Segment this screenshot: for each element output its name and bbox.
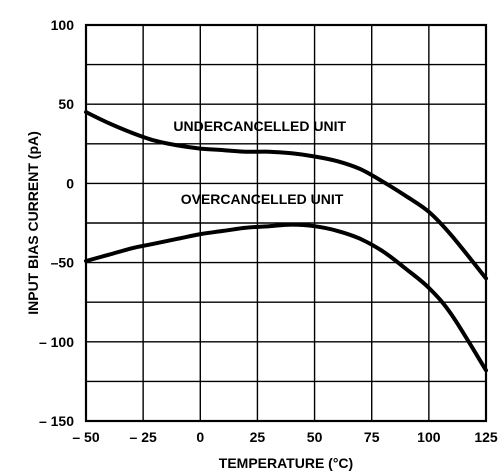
y-tick-label: – 100 xyxy=(39,334,74,350)
x-tick-label: 125 xyxy=(474,429,498,445)
x-tick-label: – 25 xyxy=(130,429,157,445)
series-annotations: UNDERCANCELLED UNIT OVERCANCELLED UNIT xyxy=(173,118,346,207)
tick-labels: – 50 – 25 0 25 50 75 100 125 100 50 0 –50 – 100 – 150 xyxy=(39,17,498,445)
y-tick-label: 50 xyxy=(58,96,74,112)
y-axis-label: INPUT BIAS CURRENT (pA) xyxy=(25,131,41,315)
y-tick-label: 100 xyxy=(51,17,75,33)
plot-frame xyxy=(84,23,488,423)
y-tick-label: –50 xyxy=(51,255,75,271)
annotation-overcancelled-unit: OVERCANCELLED UNIT xyxy=(181,191,344,207)
x-tick-label: – 50 xyxy=(72,429,99,445)
x-tick-label: 100 xyxy=(417,429,441,445)
x-axis-label: TEMPERATURE (°C) xyxy=(219,455,353,471)
y-tick-label: 0 xyxy=(66,175,74,191)
series-line-overcancelled-unit xyxy=(84,222,488,373)
x-tick-label: 50 xyxy=(307,429,323,445)
annotation-undercancelled-unit: UNDERCANCELLED UNIT xyxy=(173,118,346,134)
series-layer xyxy=(84,110,488,373)
series-line-undercancelled-unit xyxy=(84,110,488,281)
x-tick-label: 25 xyxy=(250,429,266,445)
y-tick-label: – 150 xyxy=(39,413,74,429)
x-tick-label: 75 xyxy=(364,429,380,445)
x-tick-label: 0 xyxy=(196,429,204,445)
